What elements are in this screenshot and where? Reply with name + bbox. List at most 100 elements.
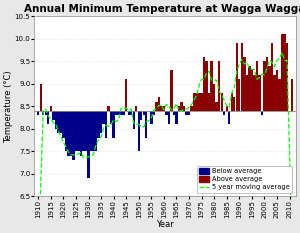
Bar [168, 111, 170, 124]
Bar [213, 84, 215, 111]
Bar [236, 43, 238, 111]
Bar [62, 111, 64, 138]
Y-axis label: Temperature (°C): Temperature (°C) [4, 70, 13, 143]
Bar [226, 106, 228, 111]
Bar [286, 43, 288, 111]
Bar [256, 61, 258, 111]
Bar [180, 102, 183, 111]
Bar [220, 93, 223, 111]
Bar [60, 111, 62, 133]
Bar [133, 111, 135, 129]
Legend: Below average, Above average, 5 year moving average: Below average, Above average, 5 year mov… [197, 166, 292, 193]
Bar [263, 61, 266, 111]
Bar [118, 111, 120, 115]
Bar [170, 70, 172, 111]
Bar [70, 111, 72, 156]
Bar [55, 111, 57, 129]
Bar [145, 111, 148, 138]
Bar [190, 106, 193, 111]
Bar [268, 66, 271, 111]
Bar [105, 111, 107, 138]
Bar [140, 111, 142, 120]
Bar [87, 111, 90, 178]
Bar [231, 93, 233, 111]
Bar [67, 111, 70, 156]
Bar [153, 111, 155, 115]
Bar [90, 111, 92, 151]
Bar [291, 79, 293, 111]
Bar [233, 97, 236, 111]
Bar [110, 111, 112, 124]
Bar [75, 111, 77, 151]
Bar [165, 111, 168, 115]
Bar [115, 111, 117, 115]
Bar [193, 93, 195, 111]
Bar [246, 75, 248, 111]
Bar [37, 111, 39, 115]
Bar [283, 34, 286, 111]
Bar [135, 106, 137, 111]
Bar [271, 43, 273, 111]
Bar [102, 111, 105, 124]
Bar [107, 106, 110, 111]
Bar [50, 106, 52, 111]
Bar [72, 111, 75, 160]
Bar [82, 111, 85, 151]
Bar [200, 93, 203, 111]
Bar [241, 43, 243, 111]
Bar [160, 106, 163, 111]
Bar [85, 111, 87, 151]
Bar [142, 111, 145, 115]
Bar [261, 111, 263, 115]
Bar [223, 111, 225, 115]
Bar [45, 111, 47, 115]
Bar [130, 111, 132, 115]
Bar [208, 93, 210, 111]
Bar [248, 66, 250, 111]
Bar [163, 106, 165, 111]
Bar [40, 84, 42, 111]
Bar [65, 111, 67, 151]
Bar [258, 75, 261, 111]
Bar [278, 79, 281, 111]
Bar [80, 111, 82, 156]
Bar [175, 111, 178, 124]
Bar [150, 111, 152, 124]
Bar [47, 111, 50, 124]
Bar [185, 111, 188, 115]
Title: Annual Minimum Temperature at Wagga Wagga: Annual Minimum Temperature at Wagga Wagg… [25, 4, 300, 14]
Bar [198, 93, 200, 111]
Bar [183, 106, 185, 111]
Bar [203, 57, 205, 111]
Bar [77, 111, 80, 151]
Bar [195, 93, 198, 111]
Bar [122, 111, 125, 115]
Bar [42, 111, 44, 115]
Bar [98, 111, 100, 138]
Bar [158, 97, 160, 111]
Bar [178, 106, 180, 111]
X-axis label: Year: Year [156, 220, 174, 229]
Bar [112, 111, 115, 138]
Bar [218, 61, 220, 111]
Bar [95, 111, 97, 151]
Bar [211, 61, 213, 111]
Bar [52, 111, 55, 120]
Bar [155, 102, 158, 111]
Bar [266, 57, 268, 111]
Bar [120, 111, 122, 115]
Bar [251, 70, 253, 111]
Bar [276, 70, 278, 111]
Bar [138, 111, 140, 151]
Bar [206, 61, 208, 111]
Bar [238, 79, 241, 111]
Bar [228, 111, 230, 124]
Bar [281, 34, 283, 111]
Bar [188, 111, 190, 115]
Bar [128, 111, 130, 115]
Bar [92, 111, 95, 151]
Bar [215, 102, 218, 111]
Bar [243, 57, 245, 111]
Bar [57, 111, 59, 133]
Bar [173, 111, 175, 115]
